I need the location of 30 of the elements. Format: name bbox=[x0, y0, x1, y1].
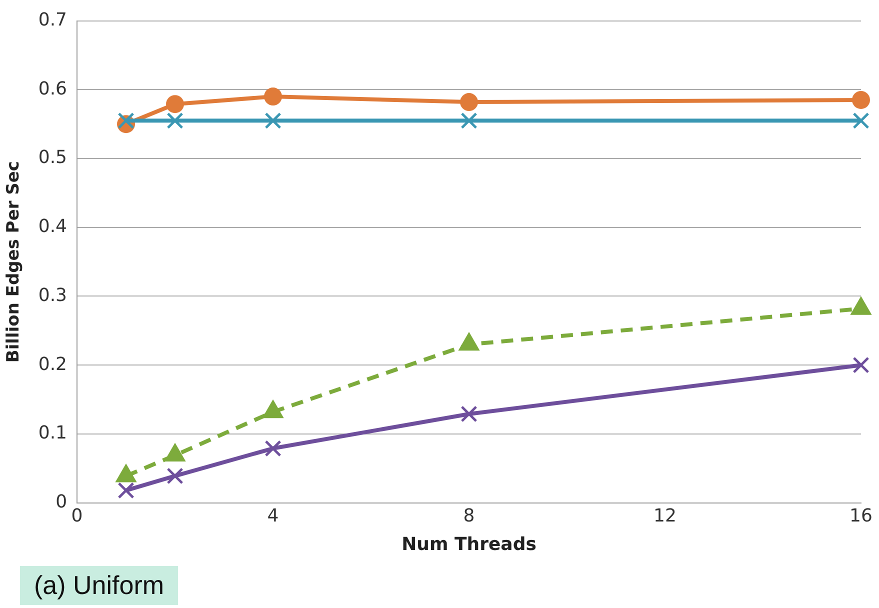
text: (a) Uniform bbox=[20, 566, 178, 605]
y-tick-label: 0.1 bbox=[38, 422, 68, 444]
point bbox=[852, 356, 870, 374]
point bbox=[166, 112, 184, 129]
y-tick-label: 0.2 bbox=[38, 354, 68, 375]
y-tick-label: 0.6 bbox=[38, 78, 68, 100]
point bbox=[118, 482, 134, 499]
point bbox=[264, 440, 282, 457]
point bbox=[460, 406, 478, 422]
x-tick-label: 16 bbox=[850, 505, 872, 526]
point bbox=[118, 112, 134, 129]
y-tick-label: 0.7 bbox=[38, 9, 68, 30]
x-tick-label: 8 bbox=[463, 505, 475, 526]
y-tick-label: 0.5 bbox=[38, 147, 68, 168]
point bbox=[166, 468, 184, 484]
y-tick-label: 0 bbox=[56, 491, 68, 512]
point bbox=[852, 112, 870, 129]
point bbox=[166, 95, 184, 114]
x-axis-title: Num Threads bbox=[402, 534, 536, 555]
x-tick-label: 0 bbox=[71, 505, 83, 526]
point bbox=[264, 88, 282, 106]
point bbox=[264, 112, 282, 129]
point bbox=[460, 112, 478, 129]
x-tick-label: 4 bbox=[267, 505, 279, 526]
x-tick-label: 12 bbox=[654, 505, 676, 526]
y-axis-title: Billion Edges Per Sec bbox=[4, 160, 24, 363]
point bbox=[460, 93, 478, 112]
y-tick-label: 0.3 bbox=[38, 284, 68, 306]
point bbox=[852, 90, 870, 109]
y-tick-label: 0.4 bbox=[38, 216, 68, 238]
